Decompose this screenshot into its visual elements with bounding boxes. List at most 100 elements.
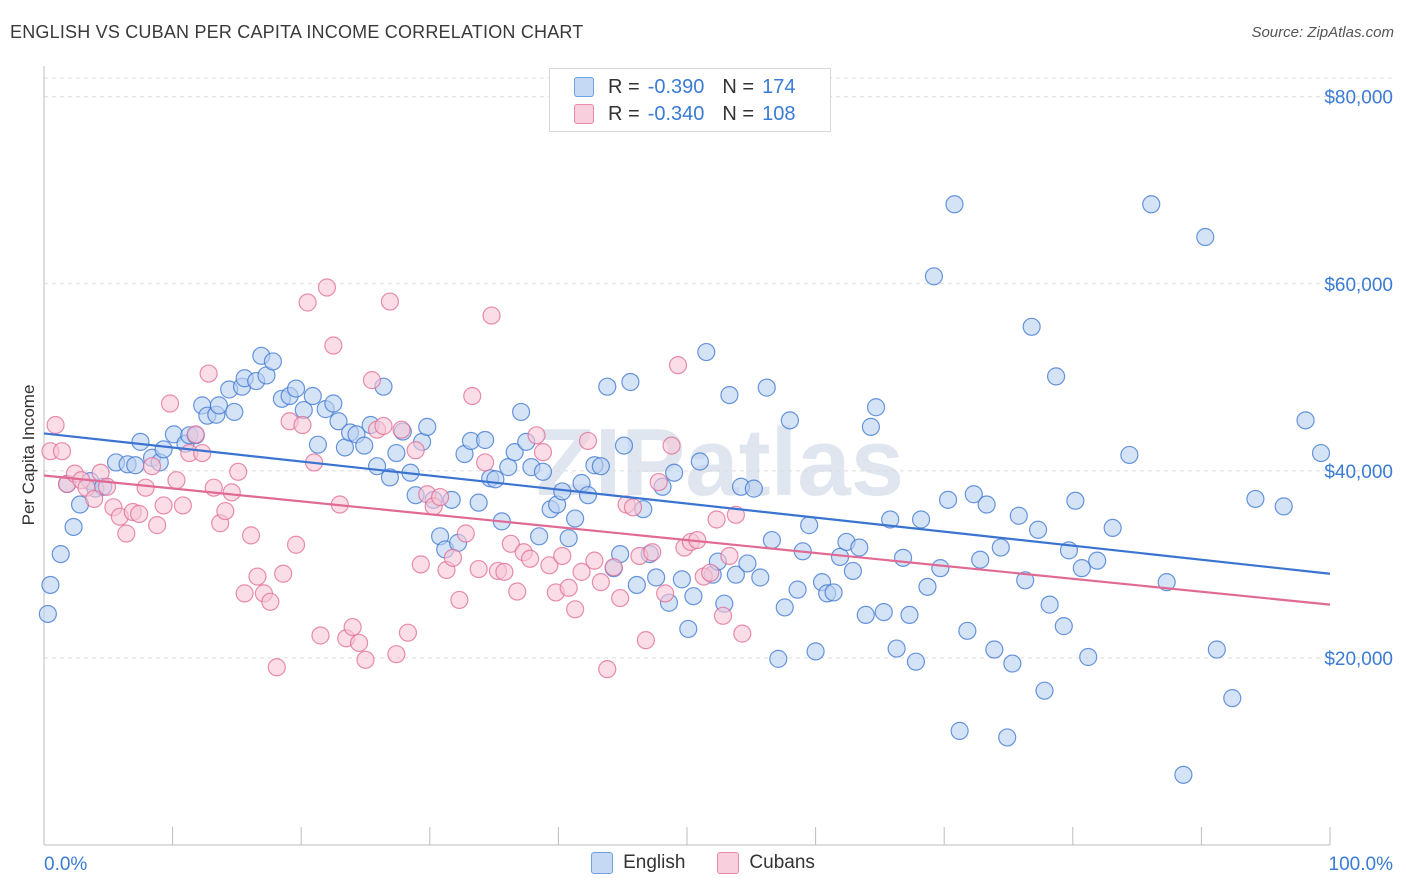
english-point	[945, 195, 964, 214]
cubans-point	[193, 443, 212, 463]
cubans-point	[450, 590, 469, 610]
english-point	[684, 587, 703, 606]
english-point	[324, 394, 343, 413]
cubans-point	[662, 436, 681, 455]
cubans-point	[591, 573, 610, 592]
cubans-point	[186, 425, 205, 444]
english-point	[499, 458, 518, 477]
english-point	[1016, 571, 1035, 590]
english-point	[1072, 559, 1091, 578]
english-point	[566, 509, 585, 528]
cubans-point	[643, 543, 662, 562]
english-point	[788, 580, 807, 599]
english-point	[751, 568, 770, 587]
cubans-point	[475, 453, 495, 472]
legend-item-english[interactable]: English	[591, 852, 685, 874]
cubans-point	[701, 563, 720, 582]
cubans-point	[720, 546, 739, 566]
cubans-point	[649, 472, 668, 492]
english-point	[1296, 411, 1315, 430]
english-point	[475, 430, 495, 450]
english-point	[627, 575, 646, 595]
n-label: N =	[722, 75, 755, 98]
y-tick-label: $80,000	[1324, 88, 1393, 109]
cubans-point	[598, 660, 617, 679]
cubans-point	[148, 516, 167, 535]
english-point	[726, 565, 745, 584]
english-point	[697, 342, 716, 362]
cubans-point	[380, 292, 400, 311]
english-point	[850, 538, 869, 557]
cubans-point	[656, 584, 675, 603]
english-point	[303, 386, 322, 406]
y-axis-label: Per Capita Income	[19, 385, 38, 526]
n-label: N =	[722, 102, 755, 125]
cubans-point	[343, 617, 362, 637]
english-point	[154, 440, 173, 459]
english-point	[598, 377, 617, 396]
english-point	[614, 436, 634, 455]
english-point	[738, 554, 757, 573]
english-point	[621, 372, 640, 392]
english-point	[1009, 506, 1028, 525]
cubans-swatch	[717, 852, 740, 874]
english-point	[387, 443, 406, 463]
english-point	[1035, 681, 1054, 700]
english-point	[874, 602, 893, 622]
cubans-point	[623, 498, 643, 517]
english-point	[1066, 491, 1085, 510]
english-point	[824, 583, 843, 602]
cubans-point	[349, 633, 369, 653]
cubans-point	[707, 510, 726, 529]
english-point	[418, 417, 437, 436]
english-point	[355, 436, 374, 455]
legend-label-english: English	[623, 852, 686, 873]
cubans-point	[713, 606, 733, 625]
english-point	[800, 516, 819, 535]
english-point	[887, 639, 906, 658]
english-point	[263, 352, 283, 371]
cubans-point	[553, 546, 572, 566]
cubans-point	[456, 524, 475, 543]
english-point	[757, 378, 776, 397]
cubans-point	[611, 588, 630, 608]
english-point	[1196, 227, 1215, 247]
english-point	[843, 561, 862, 581]
english-point	[690, 452, 709, 471]
english-point	[1028, 520, 1048, 539]
cubans-point	[585, 551, 604, 570]
english-point	[679, 619, 698, 639]
cubans-point	[430, 487, 450, 507]
cubans-point	[362, 371, 382, 390]
english-point	[380, 468, 400, 487]
cubans-point	[173, 496, 192, 515]
english-point	[769, 649, 788, 668]
trend-lines	[43, 432, 1331, 606]
cubans-point	[387, 645, 406, 664]
english-point	[1223, 689, 1242, 708]
cubans-point	[495, 562, 514, 581]
cubans-point	[46, 415, 65, 435]
n-value: 108	[762, 102, 796, 125]
x-tick-label-min: 0.0%	[44, 854, 87, 875]
cubans-point	[130, 504, 149, 523]
r-label: R =	[608, 75, 640, 98]
english-point	[881, 510, 900, 529]
english-point	[486, 470, 505, 489]
cubans-point	[482, 306, 501, 325]
english-point	[126, 456, 145, 475]
cubans-point	[222, 483, 241, 502]
english-point	[931, 559, 950, 578]
cubans-point	[142, 457, 162, 476]
english-point	[591, 457, 610, 476]
english-point	[1157, 573, 1176, 592]
english-point	[1120, 445, 1139, 465]
cubans-point	[229, 462, 248, 481]
english-point	[977, 495, 996, 514]
english-point	[1103, 518, 1122, 538]
english-point	[1054, 617, 1073, 636]
legend-item-cubans[interactable]: Cubans	[717, 852, 815, 874]
english-point	[964, 485, 983, 504]
english-point	[1311, 443, 1331, 463]
